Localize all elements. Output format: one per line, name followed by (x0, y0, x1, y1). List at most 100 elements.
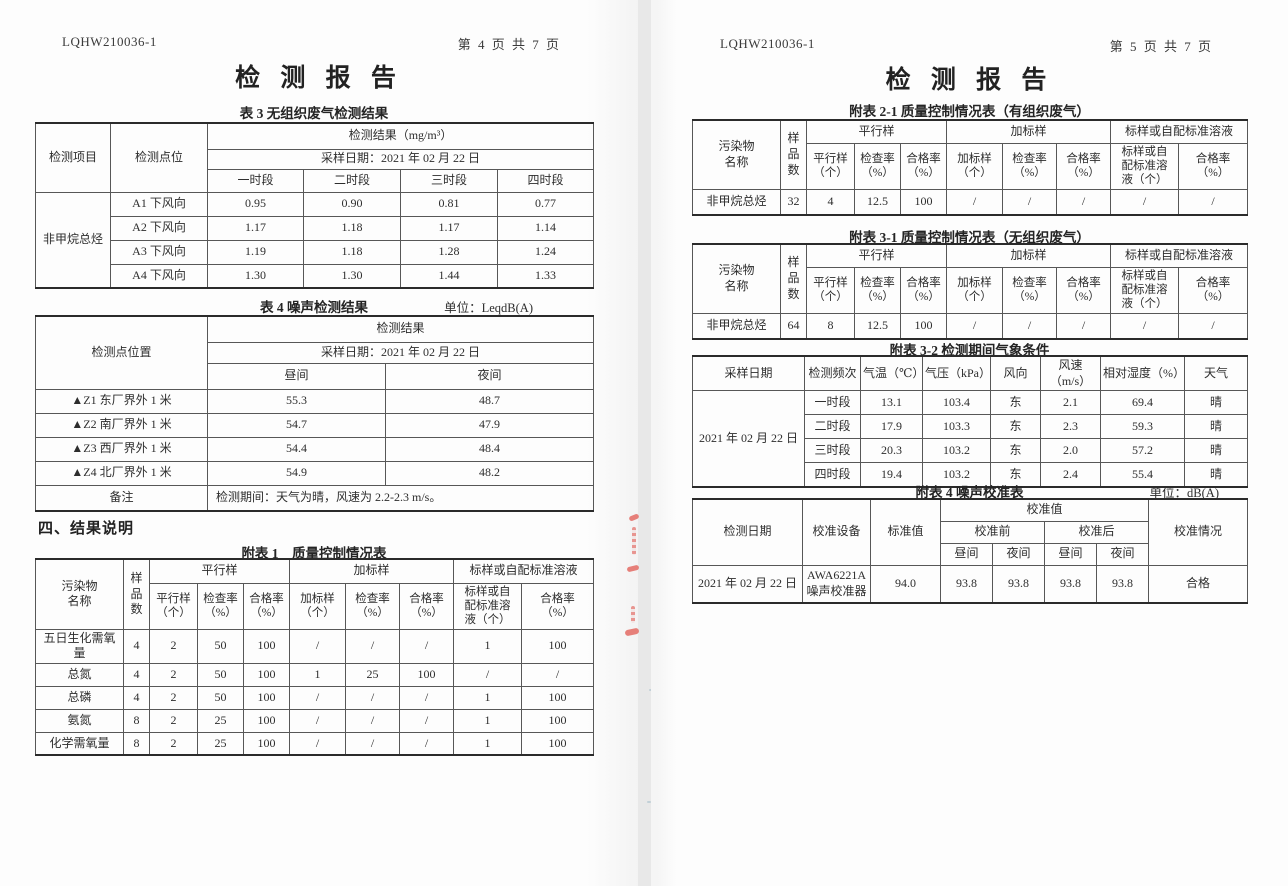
cell: 64 (780, 312, 807, 340)
cell: / (1002, 312, 1057, 340)
header-cell: 加标样 （个） (289, 582, 346, 630)
header-cell: 夜间 (1095, 542, 1150, 566)
table-row: 总磷 4 2 50 100 / / / 1 100 (35, 685, 595, 710)
header-cell: 气温（℃） (860, 355, 924, 392)
cell: AWA6221A 噪声校准器 (802, 564, 871, 604)
table-row: 采样日期：2021 年 02 月 22 日 (36, 341, 595, 364)
cell: 48.2 (384, 460, 595, 486)
header-cell: 检查率 （%） (854, 142, 901, 190)
cell: 1 (289, 662, 346, 687)
table-row: 检测日期 校准设备 标准值 校准值 校准情况 (692, 498, 1249, 566)
cell: 1.19 (207, 239, 304, 265)
header-cell: 昼间 (1044, 542, 1097, 566)
header-cell: 检查率 （%） (1002, 266, 1057, 314)
table-3-fugitive-gas-results: 检测项目 检测点位 检测结果（mg/m³） 采样日期：2021 年 02 月 2… (35, 122, 595, 289)
page-4: LQHW210036-1 第 4 页 共 7 页 检 测 报 告 表 3 无组织… (0, 0, 638, 886)
header-cell: 夜间 (992, 542, 1045, 566)
header-cell: 平行样 （个） (806, 266, 855, 314)
header-cell: 检查率 （%） (1002, 142, 1057, 190)
table-row: 一时段 二时段 三时段 四时段 (36, 168, 595, 193)
header-cell: 平行样 (806, 243, 947, 268)
cell: / (289, 708, 346, 733)
header-cell: 加标样 (946, 119, 1111, 144)
cell: 25 (197, 708, 244, 733)
cell: 4 (806, 188, 855, 216)
header-cell: 校准设备 (802, 498, 871, 566)
cell: 93.8 (1095, 564, 1150, 604)
cell: 1.17 (400, 215, 498, 241)
table-row: 氨氮 8 2 25 100 / / / 1 100 (35, 708, 595, 733)
cell: A1 下风向 (110, 191, 208, 217)
header-cell: 合格率 （%） (243, 582, 290, 630)
table-4-noise-results: 检测点位置 检测结果 采样日期：2021 年 02 月 22 日 昼间 夜间 ▲… (35, 315, 595, 512)
table-row: 五日生化需氧量 4 2 50 100 / / / 1 100 (35, 628, 595, 664)
table3-caption: 表 3 无组织废气检测结果 (239, 106, 389, 121)
cell: / (345, 708, 400, 733)
cell: 东 (990, 390, 1041, 416)
cell: 4 (123, 662, 150, 687)
cell: ▲Z2 南厂界外 1 米 (35, 412, 208, 438)
header-cell: 昼间 (940, 542, 993, 566)
cell: 13.1 (860, 390, 923, 416)
header-cell: 样 品 数 (123, 558, 150, 630)
cell: / (1002, 188, 1057, 216)
cell: 东 (990, 438, 1041, 464)
table-row: ▲Z2 南厂界外 1 米 54.7 47.9 (35, 412, 595, 438)
cell: 1.14 (496, 215, 595, 241)
cell: 非甲烷总烃 (35, 191, 111, 289)
cell: 19.4 (860, 462, 923, 488)
document-number: LQHW210036-1 (62, 34, 157, 49)
red-edge-mark (632, 527, 636, 555)
cell: 100 (243, 731, 290, 756)
table-row: 非甲烷总烃 32 4 12.5 100 / / / / / (692, 188, 1249, 216)
cell: 54.7 (207, 412, 386, 438)
table-row: 污染物 名称 样 品 数 平行样 加标样 标样或自配标准溶液 (35, 558, 595, 630)
cell: 1 (453, 628, 522, 664)
cell: 2 (149, 662, 198, 687)
header-cell: 标样或自配标准溶液 (1109, 119, 1249, 144)
cell: / (946, 188, 1003, 216)
header-cell: 检查率 （%） (854, 266, 901, 314)
cell: 2.3 (1040, 414, 1101, 440)
cell: 100 (900, 188, 947, 216)
cell: 25 (345, 662, 400, 687)
cell: 1.24 (496, 239, 595, 265)
cell: 2.0 (1040, 438, 1101, 464)
header-cell: 检查率 （%） (197, 582, 244, 630)
cell: 0.90 (303, 191, 401, 217)
header-cell: 检测结果（mg/m³） (206, 122, 595, 150)
cell: ▲Z4 北厂界外 1 米 (35, 460, 208, 486)
header-cell: 四时段 (496, 168, 595, 193)
cell: / (399, 628, 454, 664)
header-cell: 标样或自 配标准溶 液（个） (1110, 142, 1179, 190)
annex3-2-caption: 附表 3-2 检测期间气象条件 (889, 343, 1050, 358)
header-cell: 采样日期：2021 年 02 月 22 日 (206, 148, 595, 170)
table-row: 污染物 名称 样 品 数 平行样 加标样 标样或自配标准溶液 (692, 119, 1249, 190)
header-cell: 相对湿度（%） (1100, 355, 1185, 392)
cell: 1.30 (207, 263, 304, 289)
annex2-1-caption: 附表 2-1 质量控制情况表（有组织废气） (849, 104, 1090, 119)
header-cell: 标样或自配标准溶液 (1109, 243, 1249, 268)
header-cell: 合格率 （%） (1056, 266, 1111, 314)
table-row: 平行样 （个） 检查率 （%） 合格率 （%） 加标样 （个） 检查率 （%） … (36, 582, 595, 630)
cell: 0.95 (207, 191, 304, 217)
page-indicator: 第 5 页 共 7 页 (1109, 39, 1213, 54)
table-row: 平行样 （个） 检查率 （%） 合格率 （%） 加标样 （个） 检查率 （%） … (693, 266, 1249, 314)
cell: 100 (243, 685, 290, 710)
cell: 1.28 (400, 239, 498, 265)
cell: 50 (197, 685, 244, 710)
cell: / (946, 312, 1003, 340)
page-5: LQHW210036-1 第 5 页 共 7 页 检 测 报 告 附表 2-1 … (651, 0, 1288, 886)
annex4-caption: 附表 4 噪声校准表 (915, 485, 1024, 500)
cell: 1.44 (400, 263, 498, 289)
cell: 57.2 (1100, 438, 1185, 464)
cell: 2021 年 02 月 22 日 (692, 390, 805, 488)
header-cell: 检测点位置 (35, 315, 208, 390)
cell: 69.4 (1100, 390, 1185, 416)
annex-table-2-1-qc-organized-gas: 污染物 名称 样 品 数 平行样 加标样 标样或自配标准溶液 平行样 （个） 检… (692, 119, 1249, 217)
cell: / (399, 731, 454, 756)
cell: 103.3 (922, 414, 991, 440)
header-cell: 标样或自 配标准溶 液（个） (453, 582, 522, 630)
header-cell: 一时段 (207, 168, 304, 193)
cell: 93.8 (992, 564, 1045, 604)
